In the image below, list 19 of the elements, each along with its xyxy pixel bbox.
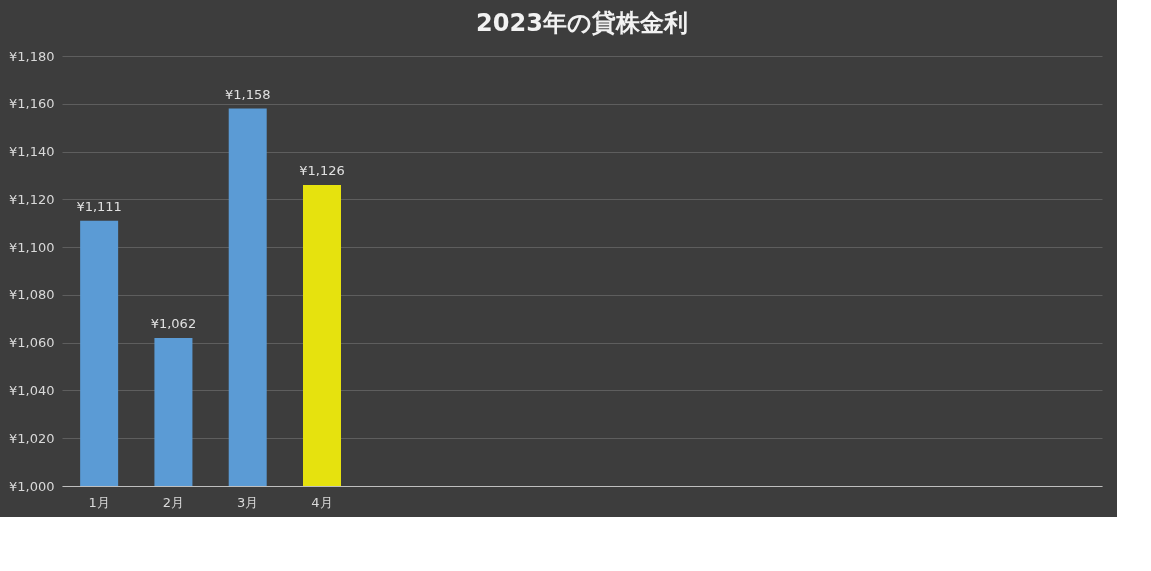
data-label: ¥1,158 bbox=[224, 86, 271, 102]
y-tick-label: ¥1,040 bbox=[9, 382, 55, 398]
y-tick-label: ¥1,180 bbox=[9, 48, 55, 64]
chart-title: 2023年の貸株金利 bbox=[476, 9, 688, 37]
y-tick-label: ¥1,020 bbox=[9, 430, 55, 446]
y-tick-label: ¥1,100 bbox=[9, 239, 55, 255]
data-label: ¥1,126 bbox=[299, 163, 345, 178]
data-label: ¥1,111 bbox=[76, 198, 122, 214]
x-tick-label: 2月 bbox=[162, 494, 185, 510]
y-tick-label: ¥1,140 bbox=[9, 144, 55, 160]
y-tick-label: ¥1,120 bbox=[9, 191, 55, 207]
data-label: ¥1,062 bbox=[150, 315, 197, 331]
x-tick-label: 4月 bbox=[311, 494, 333, 510]
y-tick-label: ¥1,160 bbox=[9, 96, 55, 112]
y-tick-label: ¥1,000 bbox=[9, 478, 55, 494]
y-tick-label: ¥1,060 bbox=[9, 335, 55, 351]
y-tick-label: ¥1,080 bbox=[9, 287, 55, 303]
x-tick-label: 1月 bbox=[88, 494, 110, 510]
x-tick-label: 3月 bbox=[237, 494, 259, 510]
